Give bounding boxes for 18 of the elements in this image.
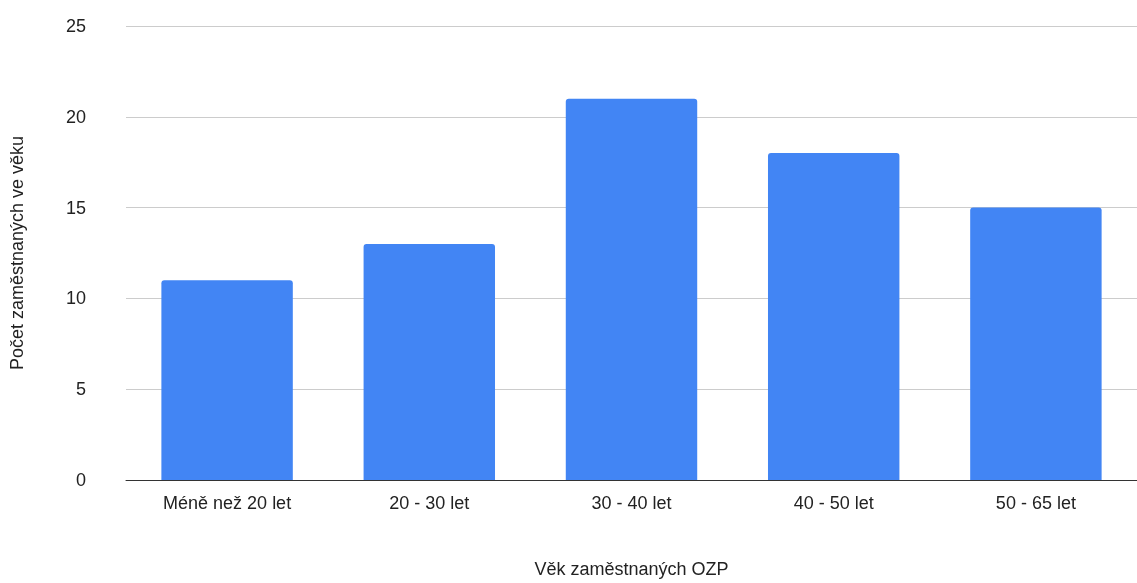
y-tick-label: 10 <box>65 288 86 309</box>
x-tick-label: 30 - 40 let <box>591 493 672 513</box>
x-tick-label: 20 - 30 let <box>389 493 470 513</box>
y-tick-label: 0 <box>75 470 86 490</box>
y-tick-label: 25 <box>65 16 86 36</box>
y-tick-label: 20 <box>65 106 86 127</box>
y-tick-label: 15 <box>65 197 86 218</box>
x-tick-label: 40 - 50 let <box>793 493 874 513</box>
bar <box>970 207 1102 480</box>
x-axis-title: Věk zaměstnaných OZP <box>534 559 729 579</box>
bar <box>363 243 496 480</box>
x-tick-label: Méně než 20 let <box>163 493 292 513</box>
bar <box>565 98 698 480</box>
bar <box>767 153 900 480</box>
bar <box>161 280 293 480</box>
x-tick-label: 50 - 65 let <box>995 493 1076 513</box>
y-tick-label: 5 <box>75 379 86 400</box>
y-axis-title: Počet zaměstnaných ve věku <box>7 135 27 371</box>
